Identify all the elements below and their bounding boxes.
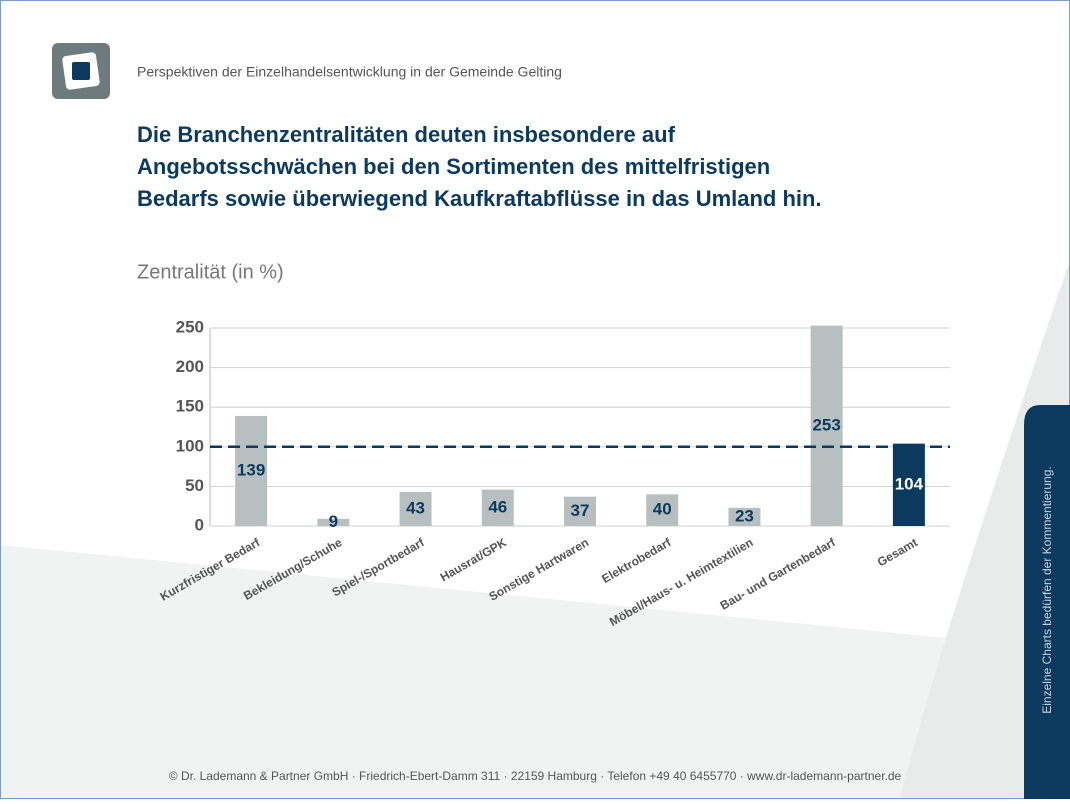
value-label: 37	[571, 501, 590, 520]
value-label: 104	[895, 474, 924, 493]
footer: © Dr. Lademann & Partner GmbH · Friedric…	[169, 769, 902, 783]
bar	[892, 443, 925, 526]
bar	[564, 496, 596, 526]
bar	[481, 489, 514, 526]
value-label: 253	[812, 415, 840, 434]
y-tick-label: 100	[176, 436, 204, 455]
value-label: 23	[735, 506, 754, 525]
y-tick-label: 200	[176, 357, 204, 376]
value-label: 46	[488, 497, 507, 516]
bar	[399, 491, 432, 526]
bg-shape	[0, 545, 1070, 799]
bar	[728, 507, 761, 526]
side-note: Einzelne Charts bedürfen der Kommentieru…	[1040, 466, 1054, 713]
bar	[646, 494, 679, 526]
chart-title: Zentralität (in %)	[137, 261, 284, 283]
y-tick-label: 150	[176, 397, 204, 416]
side-tab	[1024, 405, 1070, 799]
subtitle: Perspektiven der Einzelhandelsentwicklun…	[137, 64, 562, 80]
value-label: 9	[329, 512, 338, 531]
headline: Bedarfs sowie überwiegend Kaufkraftabflü…	[137, 186, 822, 211]
y-tick-label: 50	[185, 476, 204, 495]
bar	[235, 415, 268, 526]
bar	[317, 518, 350, 526]
value-label: 139	[237, 460, 265, 479]
logo	[52, 43, 110, 99]
y-tick-label: 250	[176, 317, 204, 336]
value-label: 43	[406, 498, 425, 517]
bar	[810, 325, 843, 526]
headline: Angebotsschwächen bei den Sortimenten de…	[137, 154, 770, 179]
y-tick-label: 0	[195, 515, 204, 534]
headline: Die Branchenzentralitäten deuten insbeso…	[137, 122, 676, 147]
value-label: 40	[653, 500, 672, 519]
